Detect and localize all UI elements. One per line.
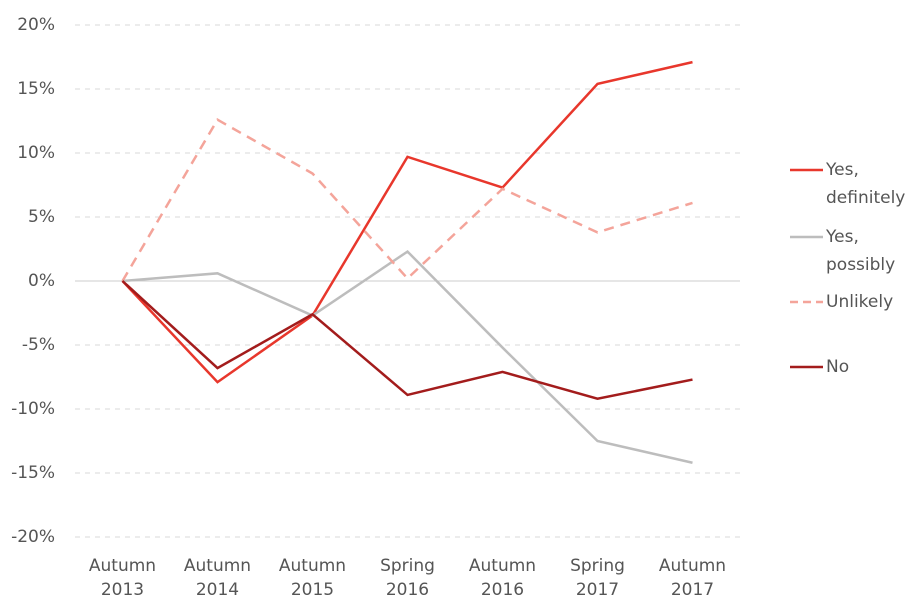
x-tick-label: Autumn 2016 — [469, 556, 536, 600]
x-tick-label: Spring 2016 — [380, 556, 435, 600]
y-tick-label: -5% — [22, 335, 55, 355]
y-tick-label: 15% — [17, 79, 55, 99]
x-tick-label: Spring 2017 — [570, 556, 625, 600]
y-tick-label: 20% — [17, 15, 55, 35]
legend-label: No — [826, 357, 849, 377]
x-tick-label: Autumn 2014 — [184, 556, 251, 600]
y-tick-label: 10% — [17, 143, 55, 163]
legend-label: Yes, definitely — [825, 160, 905, 208]
y-tick-label: -20% — [11, 527, 55, 547]
y-tick-label: 0% — [28, 271, 55, 291]
series-line — [121, 60, 693, 384]
y-tick-label: -15% — [11, 463, 55, 483]
x-tick-label: Autumn 2013 — [89, 556, 156, 600]
legend-label: Yes, possibly — [825, 227, 895, 275]
series-line — [121, 118, 693, 282]
x-tick-label: Autumn 2015 — [279, 556, 346, 600]
y-tick-label: -10% — [11, 399, 55, 419]
series-line — [122, 249, 693, 464]
x-tick-label: Autumn 2017 — [659, 556, 726, 600]
series-line — [121, 280, 693, 401]
legend-label: Unlikely — [826, 292, 893, 312]
y-tick-label: 5% — [28, 207, 55, 227]
